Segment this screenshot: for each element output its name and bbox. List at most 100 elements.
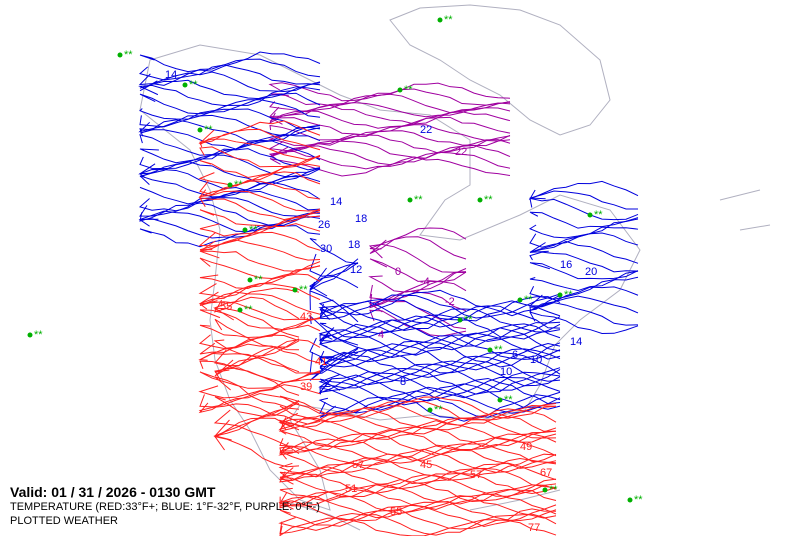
- warm-contour: [279, 395, 557, 419]
- cold-contour: [529, 302, 639, 326]
- warm-contour: [279, 426, 557, 448]
- frigid-contour: [368, 243, 467, 273]
- warm-contour: [199, 291, 321, 315]
- cold-contour: [528, 218, 639, 239]
- warm-contour: [213, 307, 300, 338]
- cold-contour: [528, 311, 639, 335]
- cold-contour: [528, 180, 639, 200]
- warm-contour: [279, 491, 557, 515]
- weather-dot: [227, 182, 233, 188]
- temperature-legend: TEMPERATURE (RED:33°F+; BLUE: 1°F-32°F, …: [10, 501, 320, 513]
- warm-contour: [199, 154, 321, 179]
- weather-dot: [397, 87, 403, 93]
- valid-time: Valid: 01 / 31 / 2026 - 0130 GMT: [10, 484, 216, 500]
- contour-label: 6: [512, 349, 518, 361]
- weather-dot: [587, 212, 593, 218]
- contour-label: 49: [520, 441, 532, 453]
- warm-contour: [278, 508, 557, 531]
- contour-label: -2: [445, 296, 455, 308]
- cold-contour: [139, 181, 321, 205]
- contour-label: 14: [330, 196, 342, 208]
- cold-contour: [138, 64, 321, 86]
- contour-label: 18: [348, 239, 360, 251]
- weather-glyph: **: [524, 294, 533, 306]
- warm-contour: [279, 513, 557, 536]
- contour-label: 57: [352, 459, 364, 471]
- weather-dot: [517, 297, 523, 303]
- cold-contour: [138, 84, 321, 106]
- warm-contour: [199, 283, 321, 305]
- warm-contour: [199, 171, 321, 196]
- layer-label: PLOTTED WEATHER: [10, 515, 118, 527]
- cold-contour: [318, 327, 561, 356]
- contour-label: 0: [395, 266, 401, 278]
- warm-contour: [198, 120, 321, 144]
- contour-label: 51: [345, 483, 357, 495]
- cold-contour: [139, 148, 321, 171]
- contour-label: 67: [540, 467, 552, 479]
- coastline: [389, 4, 611, 136]
- cold-contour: [319, 293, 561, 320]
- contour-labels: 1422181426181281016201410630220-4-244355…: [165, 69, 597, 534]
- cold-contour: [309, 347, 359, 381]
- cold-contour: [529, 211, 639, 229]
- frigid-contour: [269, 139, 511, 159]
- weather-dot: [427, 407, 433, 413]
- warm-contour: [279, 448, 557, 474]
- cold-contour: [138, 154, 321, 178]
- cold-contour: [138, 167, 321, 192]
- warm-contour: [278, 412, 557, 435]
- warm-contour: [214, 346, 300, 377]
- warm-contour: [213, 435, 300, 468]
- weather-glyph: **: [464, 314, 473, 326]
- contour-label: 55: [390, 506, 402, 518]
- cold-contour: [529, 197, 639, 221]
- weather-dot: [117, 52, 123, 58]
- temperature-contours: [138, 51, 639, 536]
- contour-label: 4: [378, 329, 384, 341]
- cold-contour: [319, 383, 561, 411]
- warm-contour: [199, 309, 321, 331]
- weather-dot: [197, 127, 203, 133]
- frigid-contour: [269, 93, 511, 114]
- warm-contour: [198, 180, 321, 200]
- weather-dot: [407, 197, 413, 203]
- warm-contour: [279, 504, 557, 527]
- weather-dot: [542, 487, 548, 493]
- weather-dot: [497, 397, 503, 403]
- cold-contour: [309, 237, 359, 265]
- cold-contour: [529, 190, 639, 210]
- weather-dot: [242, 227, 248, 233]
- warm-contour: [279, 484, 557, 507]
- cold-contour: [139, 92, 321, 115]
- warm-contour: [279, 407, 557, 432]
- cold-contour: [529, 226, 639, 248]
- cold-contour: [318, 367, 561, 395]
- contour-label: 22: [420, 124, 432, 136]
- contour-label: 39: [300, 381, 312, 393]
- cold-contour: [529, 276, 639, 300]
- contour-label: 10: [500, 366, 512, 378]
- contour-label: 77: [528, 522, 540, 534]
- warm-contour: [279, 462, 557, 485]
- contour-label: 43: [300, 311, 312, 323]
- cold-contour: [139, 175, 321, 198]
- warm-contour: [199, 128, 321, 151]
- frigid-contour: [268, 101, 511, 118]
- contour-label: 30: [320, 243, 332, 255]
- weather-dot: [557, 292, 563, 298]
- cold-contour: [139, 202, 321, 227]
- weather-glyph: **: [404, 84, 413, 96]
- contour-label: 26: [318, 219, 330, 231]
- warm-contour: [278, 433, 557, 457]
- warm-contour: [278, 453, 557, 478]
- cold-contour: [309, 314, 359, 346]
- warm-contour: [279, 478, 557, 502]
- coastline: [719, 189, 771, 231]
- cold-contour: [529, 251, 639, 273]
- weather-glyph: **: [434, 404, 443, 416]
- cold-contour: [139, 119, 321, 142]
- warm-contour: [279, 441, 557, 464]
